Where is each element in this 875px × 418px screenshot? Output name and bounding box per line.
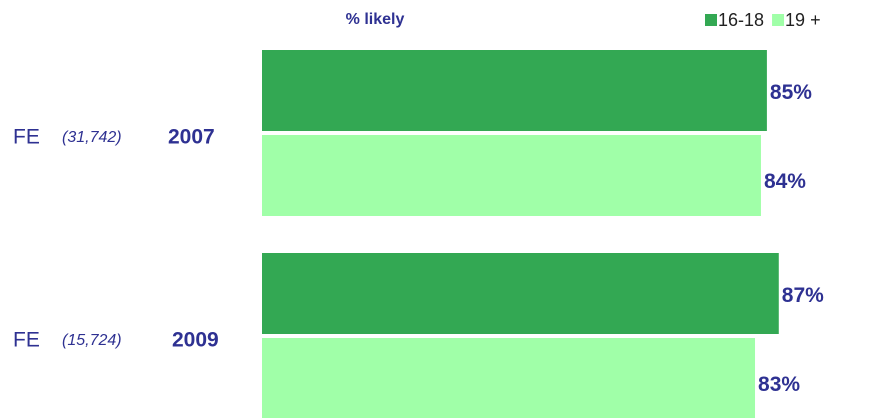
bar (262, 50, 767, 131)
legend-label: 19 + (785, 10, 821, 30)
value-label: 85% (770, 81, 812, 104)
value-label: 87% (782, 284, 824, 307)
group-prefix: FE (13, 329, 40, 352)
bar (262, 135, 761, 216)
category-label: 2009 (172, 329, 219, 352)
legend-swatch (772, 14, 785, 26)
group-prefix: FE (13, 126, 40, 149)
group-count: (15,724) (62, 332, 122, 349)
group-count: (31,742) (62, 129, 122, 146)
category-label: 2007 (168, 126, 215, 149)
legend-swatch (705, 14, 717, 26)
value-label: 83% (758, 373, 800, 396)
axis-label: % likely (346, 11, 405, 28)
legend-label: 16-18 (718, 10, 764, 30)
value-label: 84% (764, 170, 806, 193)
bar (262, 338, 756, 418)
bar (262, 253, 779, 334)
